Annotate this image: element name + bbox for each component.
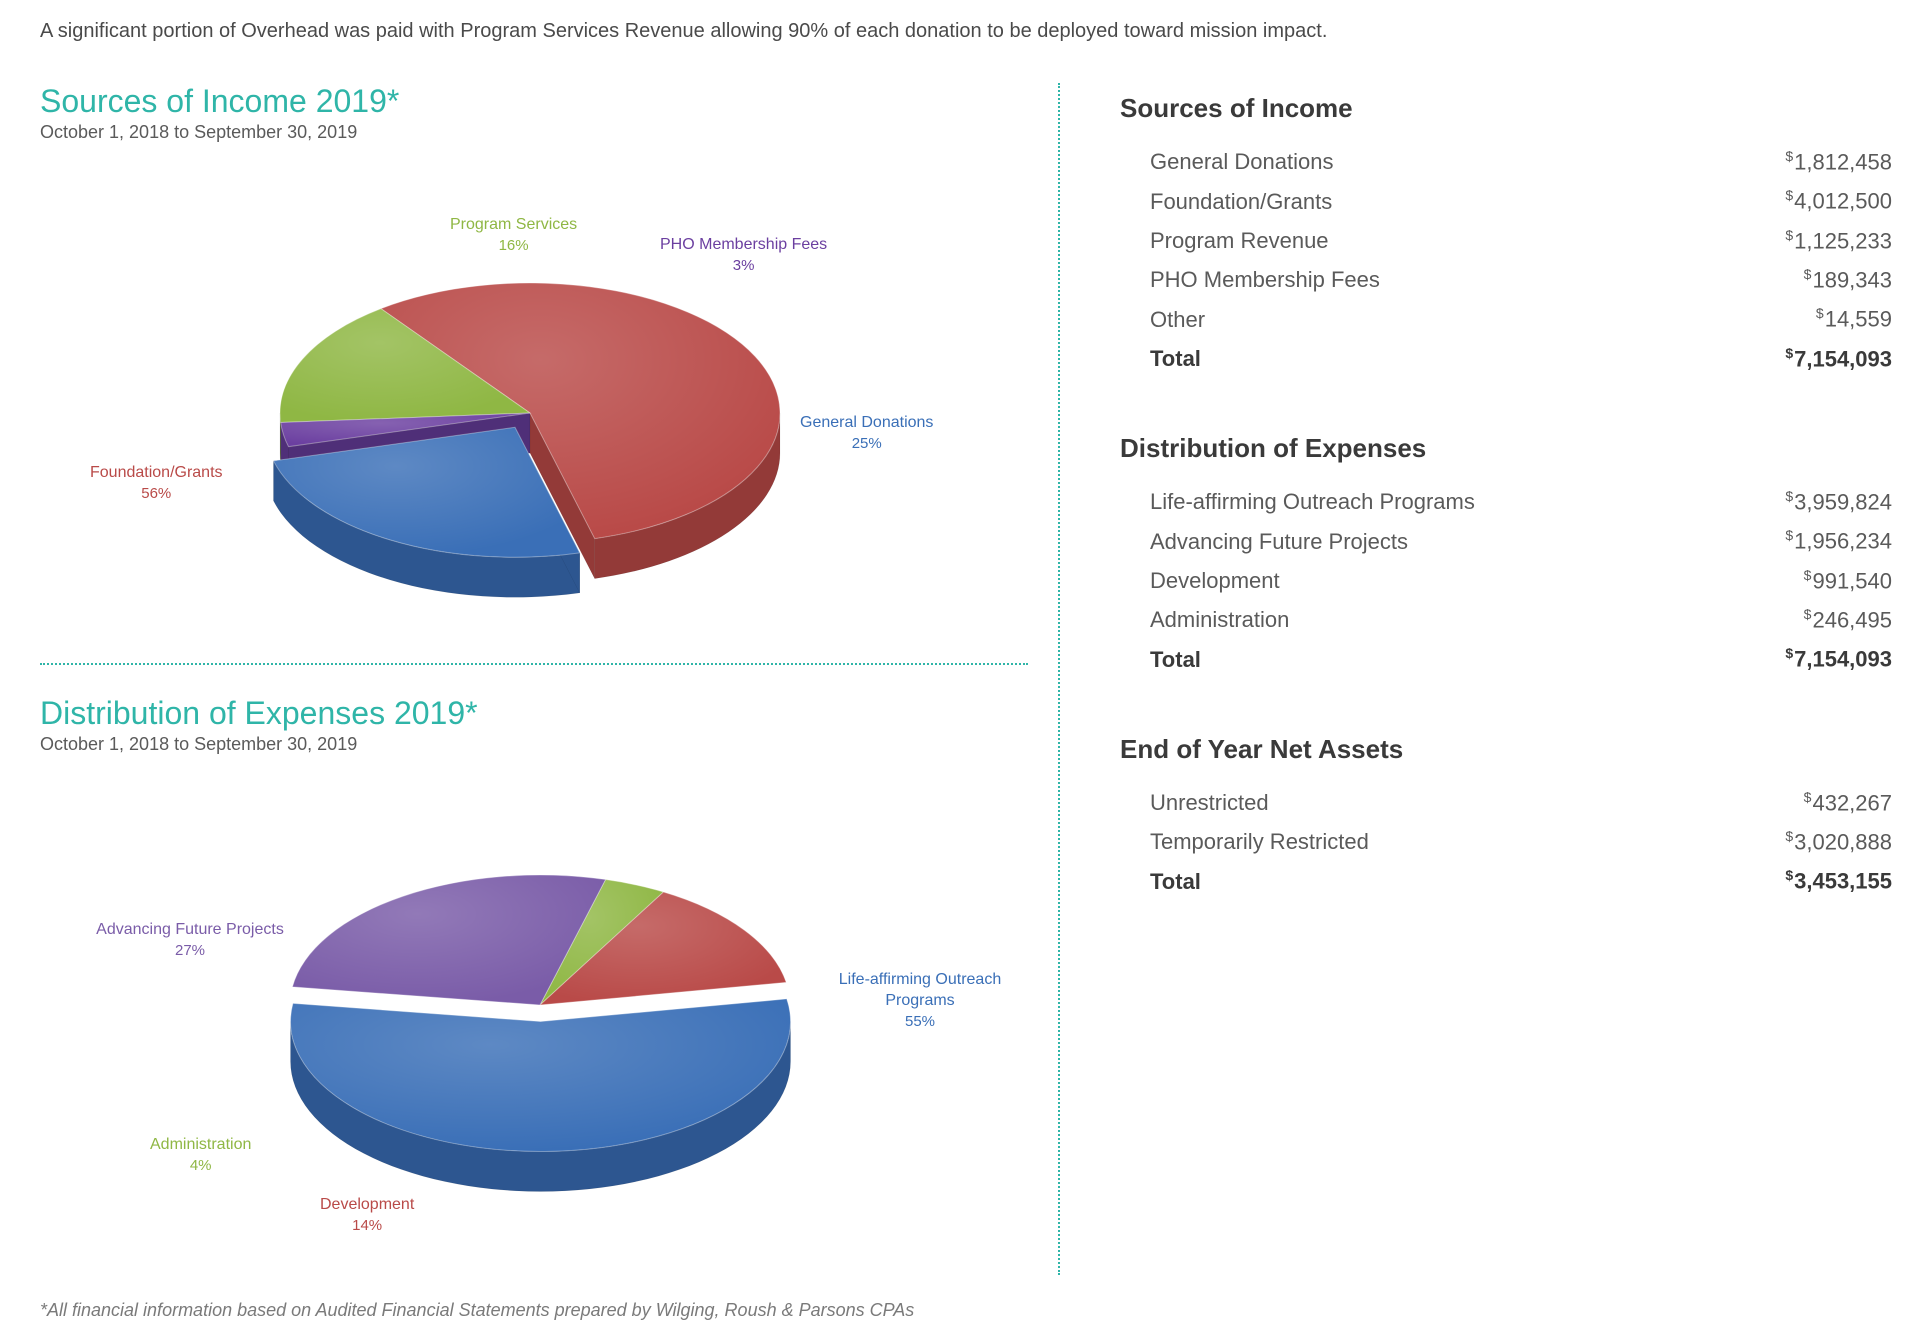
row-label: Advancing Future Projects (1150, 529, 1408, 555)
row-amount: $1,125,233 (1785, 227, 1892, 254)
row-label: Foundation/Grants (1150, 189, 1332, 215)
intro-paragraph: A significant portion of Overhead was pa… (40, 20, 1892, 43)
table-row: Unrestricted $432,267 (1120, 783, 1892, 822)
row-amount: $246,495 (1804, 606, 1892, 633)
total-label: Total (1150, 647, 1201, 673)
pie-slice-label: Program Services16% (450, 215, 577, 255)
row-amount: $14,559 (1816, 305, 1892, 332)
table-heading: End of Year Net Assets (1120, 734, 1892, 765)
pie-slice-label: Development14% (320, 1195, 414, 1235)
pie-slice-label: General Donations25% (800, 413, 933, 453)
table-heading: Sources of Income (1120, 93, 1892, 124)
total-label: Total (1150, 346, 1201, 372)
row-label: Program Revenue (1150, 228, 1329, 254)
tables-column: Sources of Income General Donations $1,812… (1100, 83, 1892, 1275)
row-label: PHO Membership Fees (1150, 267, 1380, 293)
row-label: Development (1150, 568, 1280, 594)
income-chart-title: Sources of Income 2019* (40, 83, 1028, 120)
row-label: Administration (1150, 607, 1289, 633)
row-label: Other (1150, 307, 1205, 333)
row-amount: $4,012,500 (1785, 187, 1892, 214)
row-label: Life-affirming Outreach Programs (1150, 489, 1475, 515)
expenses-pie-chart: Life-affirming Outreach Programs55%Advan… (40, 765, 1000, 1245)
row-amount: $3,020,888 (1785, 828, 1892, 855)
table-row: General Donations $1,812,458 (1120, 142, 1892, 181)
row-amount: $432,267 (1804, 789, 1892, 816)
pie-slice-label: Life-affirming Outreach Programs55% (820, 970, 1020, 1031)
row-label: Unrestricted (1150, 790, 1269, 816)
row-amount: $991,540 (1804, 567, 1892, 594)
income-table: Sources of Income General Donations $1,812… (1120, 93, 1892, 378)
table-row: Foundation/Grants $4,012,500 (1120, 181, 1892, 220)
pie-slice-label: Foundation/Grants56% (90, 463, 223, 503)
income-pie-chart: General Donations25% PHO Membership Fees3… (40, 153, 1000, 633)
total-amount: $7,154,093 (1785, 345, 1892, 372)
footnote-text: *All financial information based on Audi… (40, 1300, 1892, 1321)
expenses-chart-subtitle: October 1, 2018 to September 30, 2019 (40, 734, 1028, 755)
table-row: PHO Membership Fees $189,343 (1120, 260, 1892, 299)
row-label: General Donations (1150, 149, 1333, 175)
income-chart-block: Sources of Income 2019* October 1, 2018 … (40, 83, 1028, 665)
table-heading: Distribution of Expenses (1120, 433, 1892, 464)
total-amount: $7,154,093 (1785, 645, 1892, 672)
charts-column: Sources of Income 2019* October 1, 2018 … (40, 83, 1060, 1275)
expenses-table: Distribution of Expenses Life-affirming O… (1120, 433, 1892, 679)
table-row: Temporarily Restricted $3,020,888 (1120, 822, 1892, 861)
pie-slice-label: Administration4% (150, 1135, 251, 1175)
table-total-row: Total $3,453,155 (1120, 861, 1892, 900)
income-chart-subtitle: October 1, 2018 to September 30, 2019 (40, 122, 1028, 143)
row-amount: $1,956,234 (1785, 527, 1892, 554)
total-amount: $3,453,155 (1785, 867, 1892, 894)
table-row: Advancing Future Projects $1,956,234 (1120, 521, 1892, 560)
table-row: Administration $246,495 (1120, 600, 1892, 639)
total-label: Total (1150, 869, 1201, 895)
assets-table: End of Year Net Assets Unrestricted $432,2… (1120, 734, 1892, 901)
table-row: Life-affirming Outreach Programs $3,959,8… (1120, 482, 1892, 521)
pie-slice-label: PHO Membership Fees3% (660, 235, 827, 275)
expenses-chart-block: Distribution of Expenses 2019* October 1… (40, 695, 1028, 1275)
table-total-row: Total $7,154,093 (1120, 639, 1892, 678)
pie-slice-label: Advancing Future Projects27% (80, 920, 300, 960)
row-amount: $189,343 (1804, 266, 1892, 293)
table-total-row: Total $7,154,093 (1120, 339, 1892, 378)
row-amount: $3,959,824 (1785, 488, 1892, 515)
table-row: Development $991,540 (1120, 561, 1892, 600)
row-label: Temporarily Restricted (1150, 829, 1369, 855)
row-amount: $1,812,458 (1785, 148, 1892, 175)
main-layout: Sources of Income 2019* October 1, 2018 … (40, 83, 1892, 1275)
expenses-chart-title: Distribution of Expenses 2019* (40, 695, 1028, 732)
table-row: Program Revenue $1,125,233 (1120, 221, 1892, 260)
table-row: Other $14,559 (1120, 299, 1892, 338)
